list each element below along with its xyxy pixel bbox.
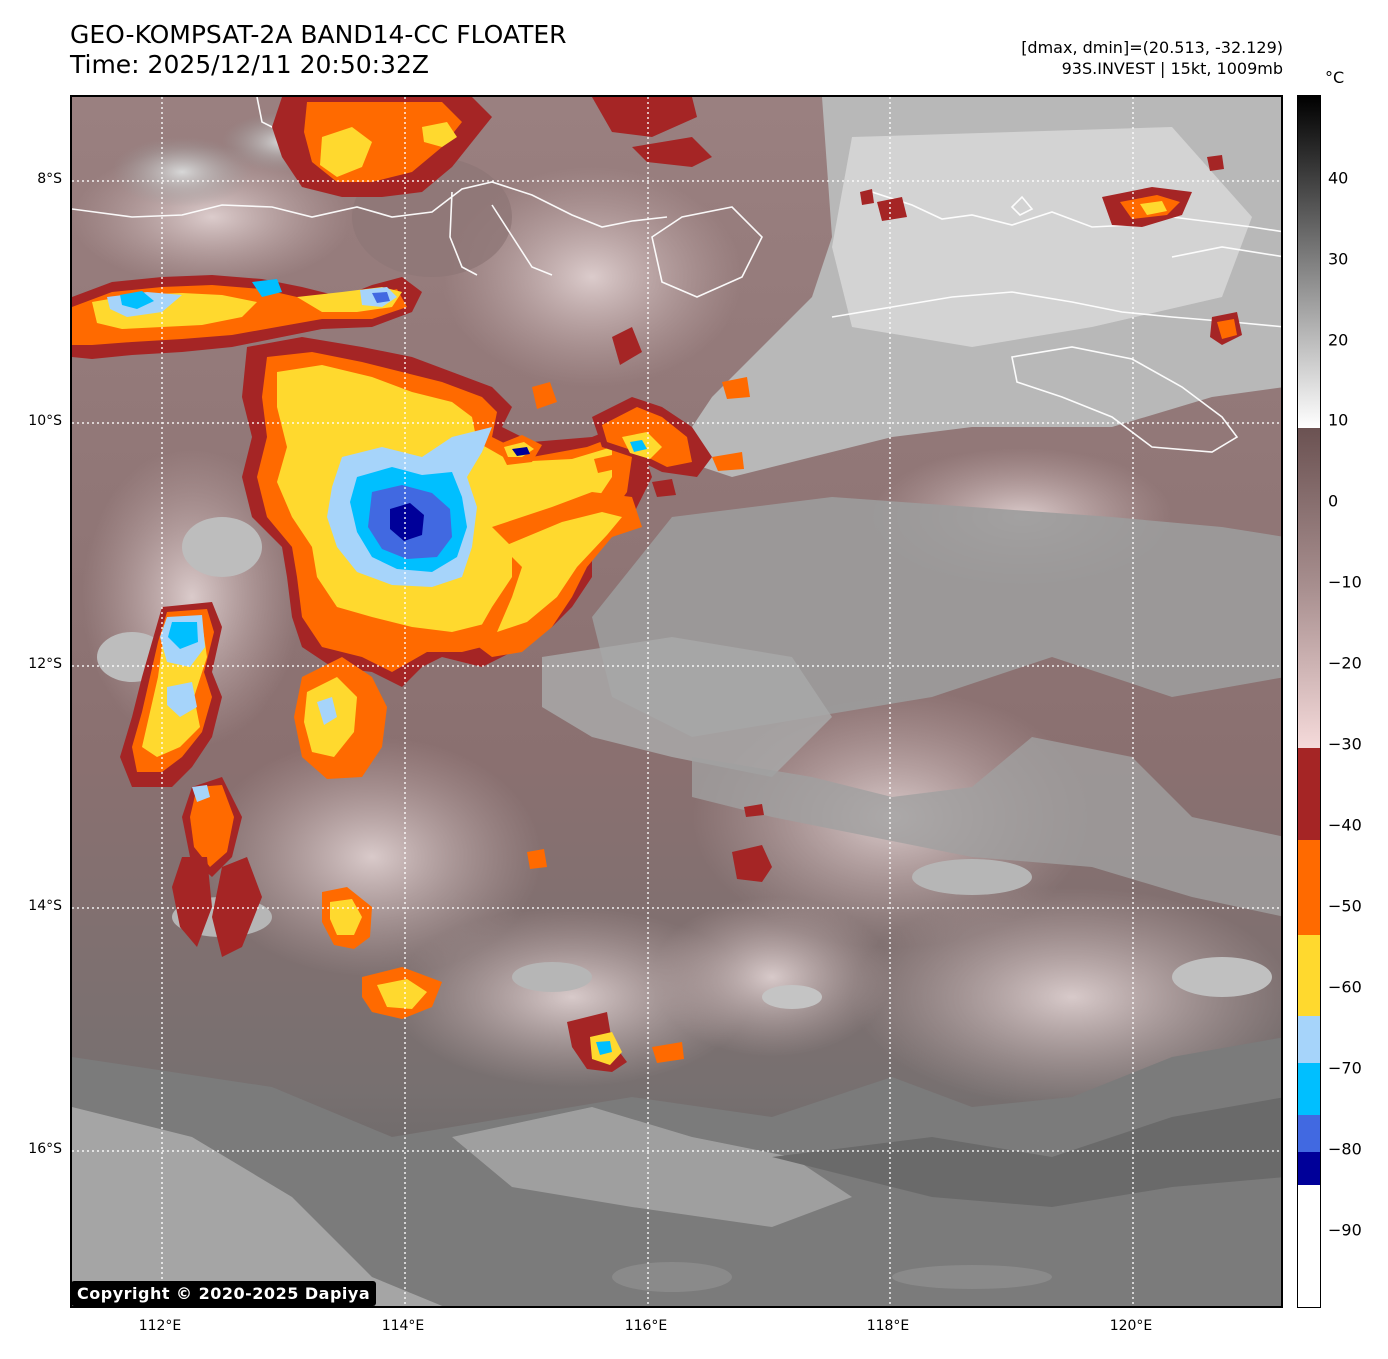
cb-tick-m30: −30 xyxy=(1328,734,1362,754)
graticule xyxy=(72,97,1281,1306)
title-time: Time: 2025/12/11 20:50:32Z xyxy=(70,50,429,79)
cb-tick-0: 0 xyxy=(1328,491,1339,511)
lon-tick-120e: 120°E xyxy=(1109,1318,1153,1334)
cb-tick-m60: −60 xyxy=(1328,977,1362,997)
cb-tick-40: 40 xyxy=(1328,168,1349,188)
map-imagery xyxy=(72,97,1281,1306)
lon-tick-112e: 112°E xyxy=(138,1318,182,1334)
colorbar xyxy=(1297,95,1321,1308)
title-product: GEO-KOMPSAT-2A BAND14-CC FLOATER xyxy=(70,20,567,49)
lat-tick-14s: 14°S xyxy=(28,898,62,914)
chart-title: GEO-KOMPSAT-2A BAND14-CC FLOATER Time: 2… xyxy=(70,20,567,80)
lon-tick-118e: 118°E xyxy=(866,1318,910,1334)
lat-tick-8s: 8°S xyxy=(37,171,62,187)
cb-tick-m90: −90 xyxy=(1328,1220,1362,1240)
stats-storm: 93S.INVEST | 15kt, 1009mb xyxy=(1061,59,1283,78)
lat-tick-16s: 16°S xyxy=(28,1141,62,1157)
cb-tick-m80: −80 xyxy=(1328,1139,1362,1159)
convective-cluster-main xyxy=(72,97,1242,1072)
stats-range: [dmax, dmin]=(20.513, -32.129) xyxy=(1021,38,1283,57)
stats-block: [dmax, dmin]=(20.513, -32.129) 93S.INVES… xyxy=(1021,37,1283,79)
cb-tick-m20: −20 xyxy=(1328,653,1362,673)
cb-tick-m10: −10 xyxy=(1328,572,1362,592)
cb-tick-m70: −70 xyxy=(1328,1058,1362,1078)
colorbar-unit: °C xyxy=(1325,68,1345,87)
lat-tick-12s: 12°S xyxy=(28,656,62,672)
copyright-badge: Copyright © 2020-2025 Dapiya xyxy=(71,1281,377,1306)
cb-tick-20: 20 xyxy=(1328,330,1349,350)
cb-tick-m40: −40 xyxy=(1328,815,1362,835)
satellite-map[interactable] xyxy=(70,95,1283,1308)
lat-tick-10s: 10°S xyxy=(28,413,62,429)
warm-surface-areas xyxy=(72,97,1281,1306)
colorbar-ramp xyxy=(1298,96,1320,1307)
cb-tick-10: 10 xyxy=(1328,410,1349,430)
lon-tick-116e: 116°E xyxy=(624,1318,668,1334)
cb-tick-30: 30 xyxy=(1328,249,1349,269)
cb-tick-m50: −50 xyxy=(1328,896,1362,916)
lon-tick-114e: 114°E xyxy=(381,1318,425,1334)
